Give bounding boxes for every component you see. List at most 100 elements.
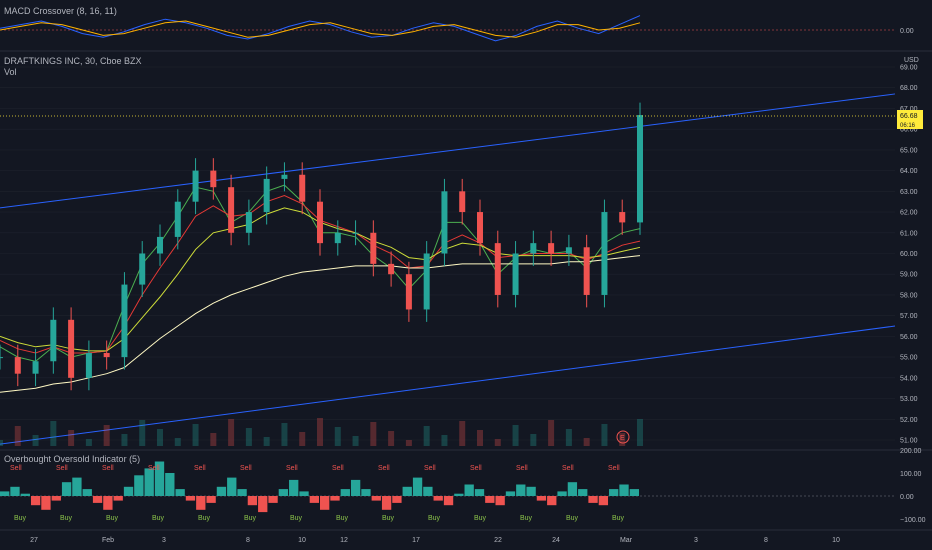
candle-body	[334, 232, 341, 244]
candle-body	[637, 115, 643, 223]
macd-pane[interactable]: MACD Crossover (8, 16, 11) 0.00	[0, 6, 914, 42]
oscillator-bar	[495, 496, 505, 506]
candle-body	[14, 357, 21, 374]
volume-bar	[192, 424, 199, 446]
candle-body	[565, 247, 572, 254]
oscillator-bar	[82, 489, 92, 496]
candle-body	[370, 232, 377, 264]
earnings-event-icon[interactable]	[616, 430, 630, 444]
sell-signal-label: Sell	[332, 465, 344, 472]
candle-body	[477, 212, 483, 244]
time-axis-label: 10	[832, 537, 840, 544]
oscillator-bar	[175, 489, 185, 496]
buy-signal-label: Buy	[520, 515, 533, 522]
sell-signal-label: Sell	[240, 465, 252, 472]
oscillator-bar	[567, 482, 578, 496]
candle-body	[530, 243, 537, 254]
time-axis-label: 8	[764, 537, 768, 544]
oscillator-bar	[41, 496, 51, 510]
price-tick-label: 51.00	[900, 438, 918, 445]
sell-signal-label: Sell	[148, 465, 160, 472]
candle-body	[139, 253, 146, 285]
candle-body	[601, 212, 608, 295]
oscillator-bar	[392, 496, 402, 503]
candle-body	[32, 361, 39, 374]
candle-body	[103, 352, 110, 358]
candle-body	[423, 253, 430, 310]
time-axis-label: 12	[340, 537, 348, 544]
oscillator-bar	[247, 496, 258, 506]
volume-bar	[548, 420, 555, 446]
volume-bar	[512, 425, 519, 446]
time-axis-label: Feb	[102, 537, 114, 544]
candle-body	[228, 187, 235, 233]
time-axis-label: 17	[412, 537, 420, 544]
oscillator-bar	[350, 479, 361, 496]
price-tick-label: 54.00	[900, 375, 918, 382]
oscillator-bar	[185, 496, 196, 501]
osc-axis-label: 100.00	[900, 471, 922, 478]
oscillator-bar	[588, 496, 598, 503]
volume-bar	[441, 435, 448, 446]
oscillator-bar	[268, 496, 278, 503]
oscillator-bar	[103, 496, 113, 510]
buy-signal-label: Buy	[106, 515, 119, 522]
volume-bar	[423, 426, 430, 446]
oscillator-bar	[144, 468, 154, 496]
oscillator-bar	[92, 496, 103, 503]
oscillator-bar	[72, 477, 82, 496]
earnings-event-label: E	[620, 435, 625, 442]
buy-signal-label: Buy	[336, 515, 349, 522]
price-tick-label: 65.00	[900, 147, 918, 154]
volume-bar	[299, 432, 306, 446]
oscillator-pane[interactable]: Overbought Oversold Indicator (5) 200.00…	[0, 448, 926, 524]
oscillator-bar	[309, 496, 319, 503]
candle-body	[299, 174, 306, 202]
sell-signal-label: Sell	[516, 465, 528, 472]
oscillator-bar	[289, 479, 299, 496]
price-tick-label: 69.00	[900, 65, 918, 72]
buy-signal-label: Buy	[60, 515, 73, 522]
oscillator-bar	[485, 496, 495, 503]
volume-bar	[405, 440, 412, 446]
oscillator-bar	[609, 489, 619, 496]
price-tick-label: 52.00	[900, 417, 918, 424]
buy-signal-label: Buy	[566, 515, 579, 522]
sell-signal-label: Sell	[286, 465, 298, 472]
oscillator-bar	[113, 496, 123, 501]
oscillator-bar	[165, 473, 175, 496]
volume-bar	[583, 438, 590, 446]
candle-body	[512, 253, 519, 295]
buy-signal-label: Buy	[382, 515, 395, 522]
time-axis-label: 27	[30, 537, 38, 544]
volume-bar	[494, 439, 501, 446]
volume-bar	[565, 429, 572, 446]
time-axis-label: Mar	[620, 537, 633, 544]
price-tick-label: 56.00	[900, 334, 918, 341]
macd-line	[0, 15, 641, 42]
oscillator-bar	[526, 486, 536, 496]
channel-upper-line	[0, 93, 896, 209]
oscillator-bar	[629, 489, 639, 496]
oscillator-bar	[423, 486, 433, 496]
price-pane[interactable]: DRAFTKINGS INC, 30, Cboe BZX Vol USD 51.…	[0, 56, 923, 446]
price-tick-label: 62.00	[900, 210, 918, 217]
oscillator-bar	[557, 491, 567, 496]
price-tick-label: 61.00	[900, 230, 918, 237]
candle-body	[494, 243, 501, 295]
time-axis-label: 10	[298, 537, 306, 544]
time-axis[interactable]: 27 Feb 3 8 10 12 17 22 24 Mar 3 8 10	[30, 537, 840, 544]
volume-bar	[388, 431, 395, 446]
price-tick-label: 53.00	[900, 396, 918, 403]
volume-bar	[459, 421, 466, 446]
price-tick-label: 64.00	[900, 168, 918, 175]
candle-body	[583, 247, 590, 295]
price-tick-label: 55.00	[900, 355, 918, 362]
oscillator-bar	[598, 496, 609, 506]
buy-signal-label: Buy	[612, 515, 625, 522]
buy-signal-label: Buy	[428, 515, 441, 522]
oscillator-bar	[402, 486, 412, 496]
volume-bar	[174, 438, 181, 446]
oscillator-bar	[412, 477, 423, 496]
oscillator-bar	[10, 486, 20, 496]
